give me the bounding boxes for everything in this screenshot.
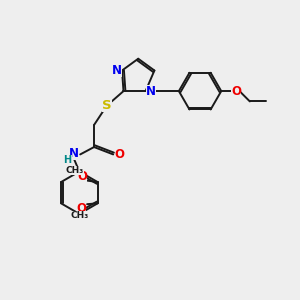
Text: N: N bbox=[146, 85, 156, 98]
Text: O: O bbox=[231, 85, 241, 98]
Text: N: N bbox=[112, 64, 122, 77]
Text: O: O bbox=[77, 170, 87, 183]
Text: S: S bbox=[103, 99, 112, 112]
Text: O: O bbox=[115, 148, 125, 161]
Text: CH₃: CH₃ bbox=[70, 212, 88, 220]
Text: O: O bbox=[76, 202, 86, 215]
Text: CH₃: CH₃ bbox=[66, 167, 84, 176]
Text: N: N bbox=[69, 147, 79, 160]
Text: H: H bbox=[64, 155, 72, 165]
